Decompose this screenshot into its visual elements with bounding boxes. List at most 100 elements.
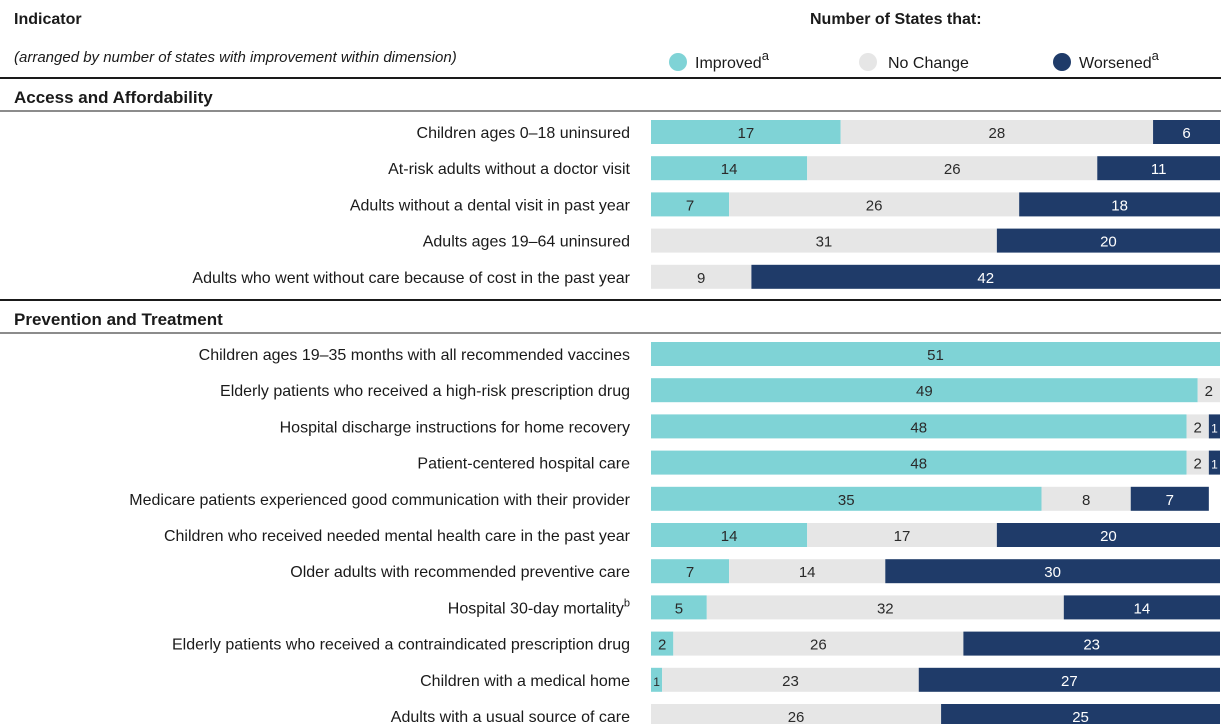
bar-segment-no-change	[662, 667, 919, 692]
legend-item-improved: Improveda	[669, 48, 770, 72]
legend-label-improved: Improveda	[695, 48, 770, 72]
bar-value-label: 32	[877, 600, 894, 617]
bar-value-label: 5	[675, 600, 683, 617]
bar-value-label: 51	[927, 347, 944, 364]
row-label: Children with a medical home	[420, 673, 630, 690]
bar-value-label: 23	[1083, 637, 1100, 654]
chart-row: Adults ages 19–64 uninsured 31 20	[423, 228, 1220, 253]
chart-row: Medicare patients experienced good commu…	[129, 486, 1209, 511]
bar-value-label: 31	[816, 234, 833, 251]
chart-row: Adults who went without care because of …	[192, 264, 1220, 289]
bar-value-label: 7	[686, 197, 694, 214]
bar-segment-worsened	[885, 559, 1220, 584]
chart-legend: Improveda No Change Worseneda	[669, 48, 1160, 72]
bar-segment-improved	[651, 120, 841, 144]
bar-value-label: 6	[1182, 125, 1190, 142]
bar-value-label: 26	[810, 637, 827, 654]
bar-value-label: 14	[799, 564, 816, 581]
section-title: Prevention and Treatment	[14, 310, 223, 329]
row-label: Children ages 0–18 uninsured	[417, 125, 630, 142]
bar-segment-improved	[651, 523, 808, 547]
bar-value-label: 17	[894, 528, 911, 545]
bar-segment-worsened	[751, 264, 1220, 289]
bar-segment-no-change	[651, 228, 997, 253]
legend-label-worsened: Worseneda	[1079, 48, 1160, 72]
chart-row: At-risk adults without a doctor visit 14 2…	[388, 156, 1220, 181]
bar-segment-worsened	[996, 228, 1220, 253]
chart-row: Children with a medical home 1 23 27	[420, 667, 1220, 692]
bar-value-label: 42	[977, 270, 994, 287]
bar-segment-improved	[651, 342, 1220, 366]
indicator-heading: Indicator	[14, 11, 82, 28]
row-label: Adults with a usual source of care	[391, 709, 630, 724]
bar-segment-no-change	[807, 523, 997, 547]
bar-value-label: 9	[697, 270, 705, 287]
row-label: Adults without a dental visit in past ye…	[350, 197, 631, 214]
bar-value-label: 1	[1211, 458, 1218, 472]
bar-value-label: 48	[910, 419, 927, 436]
bar-value-label: 2	[658, 637, 666, 654]
bar-segment-no-change	[651, 704, 942, 724]
bar-segment-no-change	[1186, 414, 1209, 439]
bar-segment-improved	[651, 414, 1187, 439]
bar-value-label: 14	[721, 528, 738, 545]
bar-segment-worsened	[1019, 192, 1220, 217]
bar-value-label: 2	[1194, 456, 1202, 473]
bar-segment-no-change	[1041, 486, 1131, 511]
indicator-note: (arranged by number of states with impro…	[14, 49, 457, 66]
bar-value-label: 26	[944, 161, 961, 178]
chart-row: Adults with a usual source of care 26 25	[391, 704, 1220, 724]
bar-value-label: 28	[989, 125, 1006, 142]
chart-row: Elderly patients who received a contrain…	[172, 631, 1220, 656]
bar-value-label: 7	[686, 564, 694, 581]
chart-row: Hospital discharge instructions for home…	[280, 414, 1220, 439]
bar-segment-improved	[651, 595, 707, 620]
legend-label-no-change: No Change	[888, 55, 969, 72]
bar-value-label: 25	[1072, 709, 1089, 724]
bar-segment-improved	[651, 450, 1187, 475]
bar-segment-worsened	[1208, 450, 1220, 475]
bar-value-label: 35	[838, 492, 855, 509]
row-label: Adults who went without care because of …	[192, 270, 630, 287]
bar-segment-worsened	[1208, 414, 1220, 439]
bar-value-label: 18	[1111, 197, 1128, 214]
bar-segment-improved	[651, 156, 808, 181]
bar-segment-improved	[651, 667, 663, 692]
bar-value-label: 30	[1044, 564, 1061, 581]
chart-row: Children ages 19–35 months with all reco…	[199, 342, 1220, 366]
bar-segment-improved	[651, 486, 1042, 511]
bar-value-label: 20	[1100, 234, 1117, 251]
bar-segment-no-change	[729, 559, 886, 584]
bar-segment-no-change	[807, 156, 1098, 181]
bar-segment-no-change	[840, 120, 1154, 144]
bar-value-label: 8	[1082, 492, 1090, 509]
bar-segment-worsened	[918, 667, 1220, 692]
bar-segment-worsened	[996, 523, 1220, 547]
bar-segment-no-change	[729, 192, 1020, 217]
bar-value-label: 2	[1205, 383, 1213, 400]
row-label: Hospital 30-day mortalityb	[448, 597, 630, 617]
chart-row: Elderly patients who received a high-ris…	[220, 378, 1220, 403]
bar-value-label: 11	[1151, 161, 1167, 178]
bar-segment-no-change	[673, 631, 964, 656]
bar-segment-improved	[651, 192, 730, 217]
bar-segment-no-change	[1186, 450, 1209, 475]
bar-segment-worsened	[1153, 120, 1220, 144]
bar-segment-worsened	[1063, 595, 1220, 620]
legend-swatch-improved	[669, 53, 687, 71]
bar-value-label: 49	[916, 383, 933, 400]
bar-value-label: 7	[1166, 492, 1174, 509]
bar-value-label: 2	[1194, 419, 1202, 436]
chart-row: Children who received needed mental heal…	[164, 523, 1220, 547]
chart-row: Patient-centered hospital care 48 2 1	[417, 450, 1220, 475]
chart-row: Hospital 30-day mortalityb 5 32 14	[448, 595, 1220, 620]
bar-segment-improved	[651, 378, 1198, 403]
chart-row: Children ages 0–18 uninsured 17 28 6	[417, 120, 1220, 144]
section-title: Access and Affordability	[14, 88, 213, 107]
bar-value-label: 17	[737, 125, 754, 142]
legend-swatch-no-change	[859, 53, 877, 71]
bar-value-label: 14	[721, 161, 738, 178]
row-label: Children ages 19–35 months with all reco…	[199, 347, 630, 364]
row-label: Adults ages 19–64 uninsured	[423, 234, 630, 251]
